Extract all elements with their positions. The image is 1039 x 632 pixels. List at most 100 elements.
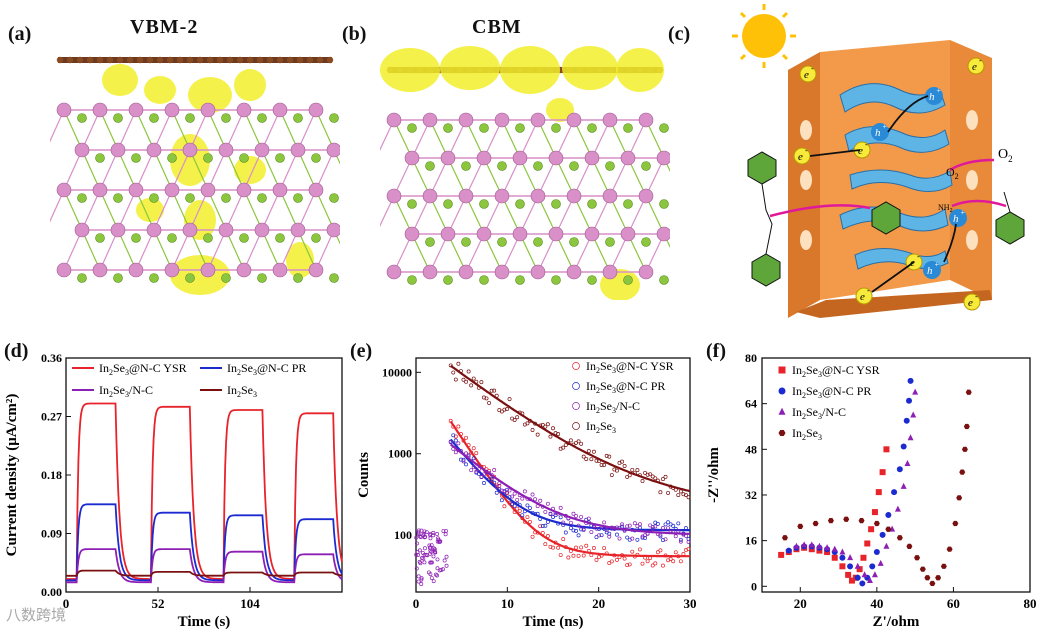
indium-atom — [56, 182, 72, 198]
data-point — [563, 443, 568, 447]
panel-e-label: (e) — [350, 340, 373, 362]
data-point — [668, 557, 673, 561]
data-point — [431, 579, 436, 584]
indium-atom — [530, 112, 546, 128]
data-point — [571, 553, 576, 558]
data-point — [416, 530, 421, 535]
data-point — [432, 547, 437, 552]
data-point — [640, 561, 645, 566]
amine-label: NH2 — [938, 203, 953, 214]
data-point — [604, 528, 609, 532]
data-point — [499, 498, 504, 503]
charge-density-isosurface — [562, 46, 618, 90]
data-point — [548, 544, 553, 549]
data-point — [839, 554, 846, 561]
charge-density-isosurface — [616, 48, 664, 92]
data-point — [416, 574, 421, 579]
charge-density-isosurface — [188, 77, 232, 113]
indium-atom — [218, 222, 234, 238]
selenium-atom — [587, 275, 597, 285]
indium-atom — [272, 182, 288, 198]
data-point — [505, 407, 509, 412]
data-point — [910, 411, 917, 418]
data-point — [658, 534, 663, 539]
carbon-atom — [66, 56, 74, 64]
legend-label: In2Se3 — [227, 383, 257, 399]
selenium-atom — [497, 237, 507, 247]
charge-density-isosurface — [380, 48, 440, 92]
indium-atom — [476, 150, 492, 166]
indium-atom — [458, 112, 474, 128]
data-point — [885, 511, 892, 518]
series-line — [66, 503, 343, 582]
data-point — [556, 432, 561, 436]
data-point — [499, 488, 504, 493]
data-point — [609, 559, 614, 564]
data-point — [499, 409, 504, 414]
data-point — [879, 469, 886, 476]
trpl-decay-chart: 100 1000 10000 0 10 20 30 Time (ns) Counts In2Se3… — [356, 357, 697, 630]
data-point — [551, 545, 555, 550]
data-point — [896, 535, 903, 541]
data-point — [435, 532, 440, 536]
data-point — [591, 449, 596, 454]
data-point — [525, 503, 530, 508]
data-point — [831, 545, 838, 552]
data-point — [959, 469, 966, 475]
data-point — [848, 577, 855, 584]
data-point — [658, 490, 663, 495]
legend-entry: In2Se3@N-C PR — [200, 361, 306, 377]
data-point — [515, 506, 520, 511]
bond — [225, 229, 245, 271]
bond — [207, 229, 227, 271]
data-point — [630, 549, 635, 554]
data-point — [548, 512, 553, 517]
y-tick-label: 0.18 — [41, 468, 62, 482]
data-point — [421, 533, 426, 538]
y-tick-label: 0.00 — [41, 585, 62, 599]
data-point — [924, 575, 931, 581]
data-point — [843, 516, 850, 522]
data-point — [686, 495, 691, 500]
x-tick-label: 10 — [501, 596, 514, 611]
y-tick-label: 100 — [394, 528, 412, 542]
legend-marker — [778, 407, 786, 415]
data-point — [781, 535, 788, 541]
data-point — [812, 520, 819, 527]
data-point — [643, 470, 648, 475]
data-point — [860, 554, 867, 561]
data-point — [533, 497, 538, 502]
legend-label: In2Se3@N-C PR — [227, 361, 306, 377]
bond — [243, 189, 263, 231]
data-point — [785, 547, 792, 554]
data-point — [422, 529, 427, 534]
data-point — [684, 493, 688, 497]
data-point — [671, 523, 676, 528]
carbon-atom — [266, 56, 274, 64]
indium-atom — [272, 102, 288, 118]
indium-atom — [386, 112, 402, 128]
selenium-atom — [515, 275, 525, 285]
indium-atom — [620, 150, 636, 166]
series-points — [448, 440, 691, 544]
data-point — [678, 537, 683, 542]
data-point — [540, 524, 545, 528]
panel-c-label: (c) — [668, 23, 691, 45]
bond — [333, 229, 340, 245]
data-point — [793, 542, 800, 549]
data-point — [517, 508, 522, 513]
data-point — [614, 468, 619, 473]
indium-atom — [182, 222, 198, 238]
data-point — [502, 407, 507, 412]
data-point — [566, 555, 571, 560]
data-point — [866, 576, 873, 583]
data-point — [663, 474, 668, 479]
data-point — [579, 441, 584, 446]
data-point — [540, 422, 545, 427]
bond — [50, 189, 65, 223]
data-point — [625, 474, 630, 479]
selenium-atom — [221, 193, 231, 203]
data-point — [883, 542, 890, 549]
selenium-atom — [605, 161, 615, 171]
indium-atom — [422, 112, 438, 128]
